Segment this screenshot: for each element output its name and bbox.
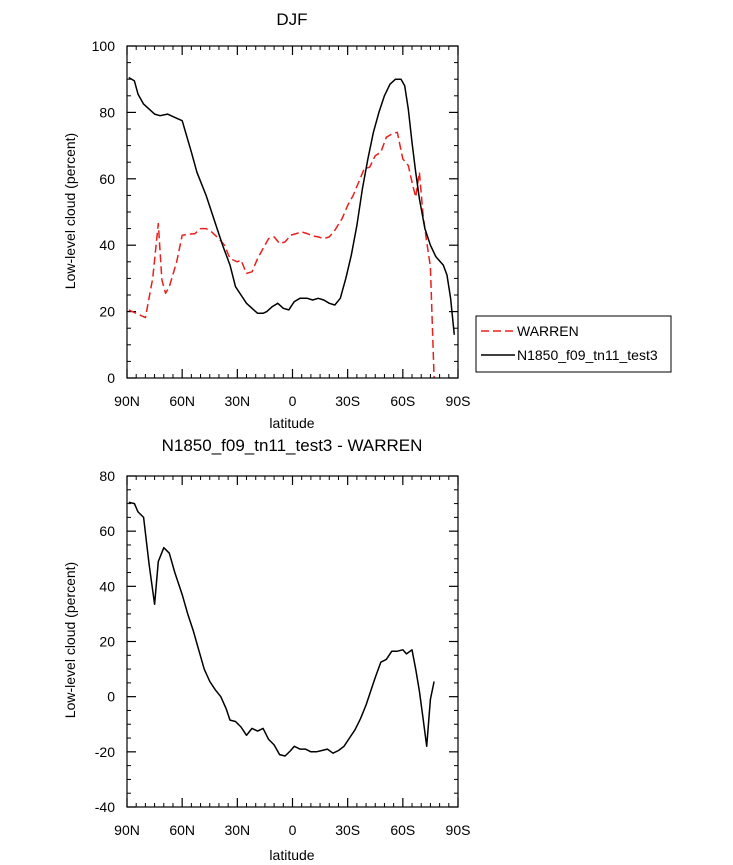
legend-box: [475, 315, 672, 373]
chart1-xlabel: latitude: [269, 415, 314, 431]
legend-model-label: N1850_f09_tn11_test3: [517, 347, 658, 363]
chart2-x-tick-label: 60N: [169, 822, 195, 838]
chart2-x-tick-label: 90S: [446, 822, 471, 838]
chart1-x-tick-label: 60S: [390, 393, 415, 409]
chart2-x-tick-label: 90N: [114, 822, 140, 838]
chart2-plot-frame: [126, 475, 459, 808]
chart1-x-tick-label: 90S: [446, 393, 471, 409]
chart2-y-tick-label: -40: [95, 799, 115, 815]
chart1-x-tick-label: 30S: [335, 393, 360, 409]
chart2-y-tick-label: 80: [99, 468, 115, 484]
chart1-ylabel: Low-level cloud (percent): [62, 133, 78, 289]
chart2-y-tick-label: -20: [95, 744, 115, 760]
chart1-x-tick-label: 90N: [114, 393, 140, 409]
chart2-x-tick-label: 0: [289, 822, 297, 838]
chart1-title: DJF: [276, 10, 307, 29]
chart1-y-tick-label: 60: [99, 171, 115, 187]
chart1-series-n1850-f09-tn11-test3: [128, 76, 456, 335]
chart2-x-tick-label: 30N: [224, 822, 250, 838]
chart2-y-tick-label: 60: [99, 523, 115, 539]
legend: WARREN N1850_f09_tn11_test3: [475, 315, 672, 373]
chart1-x-tick-label: 30N: [224, 393, 250, 409]
chart1-series-warren: [128, 131, 435, 379]
chart1-plot-frame: [126, 45, 459, 379]
chart1-y-tick-label: 20: [99, 304, 115, 320]
chart2-y-tick-label: 0: [107, 689, 115, 705]
chart2-y-tick-label: 40: [99, 578, 115, 594]
chart2-x-tick-label: 30S: [335, 822, 360, 838]
legend-warren-label: WARREN: [517, 323, 579, 339]
chart1-y-tick-label: 80: [99, 104, 115, 120]
chart2-ylabel: Low-level cloud (percent): [62, 562, 78, 718]
chart1-y-tick-label: 40: [99, 237, 115, 253]
chart1-x-tick-label: 60N: [169, 393, 195, 409]
chart2-x-tick-label: 60S: [390, 822, 415, 838]
chart1-x-tick-label: 0: [289, 393, 297, 409]
chart1-y-tick-label: 0: [107, 370, 115, 386]
chart2-series-n1850-f09-tn11-test3-warren: [128, 501, 435, 757]
chart2-xlabel: latitude: [269, 847, 314, 863]
chart2-title: N1850_f09_tn11_test3 - WARREN: [162, 436, 423, 455]
chart2-y-tick-label: 20: [99, 634, 115, 650]
chart1-y-tick-label: 100: [92, 38, 116, 54]
